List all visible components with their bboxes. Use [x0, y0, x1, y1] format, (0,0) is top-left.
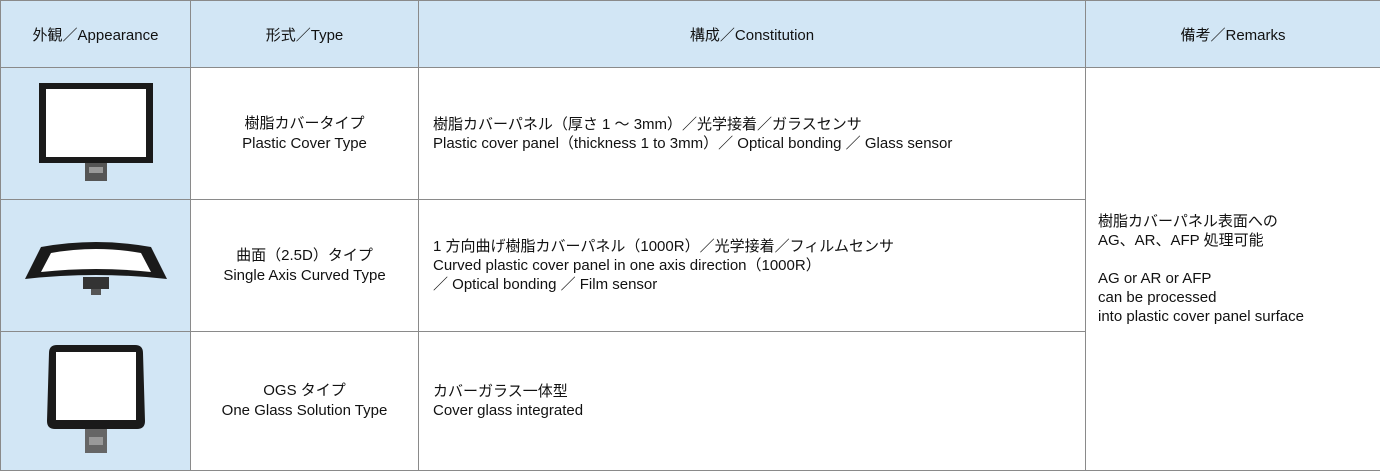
- panel-image: [46, 344, 145, 453]
- text: OGS タイプ: [263, 382, 346, 399]
- header-cell: 構成／Constitution: [418, 0, 1086, 68]
- constitution-cell: カバーガラス一体型 Cover glass integrated: [418, 331, 1086, 471]
- header-cell: 備考／Remarks: [1085, 0, 1380, 68]
- text: Curved plastic cover panel in one axis d…: [433, 257, 821, 274]
- constitution-cell: 1 方向曲げ樹脂カバーパネル（1000R）／光学接着／フィルムセンサ Curved…: [418, 199, 1086, 332]
- text: into plastic cover panel surface: [1098, 308, 1304, 325]
- panel-image: [24, 241, 167, 295]
- text: Plastic cover panel（thickness 1 to 3mm）／…: [433, 134, 953, 152]
- text: Plastic Cover Type: [242, 134, 367, 152]
- type-cell: 曲面（2.5D）タイプ Single Axis Curved Type: [190, 199, 419, 332]
- panel-image: [38, 82, 153, 181]
- text: One Glass Solution Type: [221, 402, 388, 419]
- remarks-cell: 樹脂カバーパネル表面への AG、AR、AFP 処理可能 AG or AR or …: [1085, 67, 1380, 471]
- text: 樹脂カバータイプ: [244, 114, 365, 132]
- text: AG、AR、AFP 処理可能: [1098, 232, 1264, 249]
- appearance-cell: [0, 331, 191, 471]
- header-row: 外観／Appearance 形式／Type 構成／Constitution 備考…: [0, 0, 1380, 68]
- text: 樹脂カバーパネル（厚さ 1 ～ 3mm）／光学接着／ガラスセンサ: [433, 115, 862, 133]
- header-cell: 形式／Type: [190, 0, 419, 68]
- row: OGS タイプ One Glass Solution Type カバーガラス一体型…: [0, 331, 1380, 471]
- text: can be processed: [1098, 289, 1217, 306]
- text: Single Axis Curved Type: [223, 266, 386, 284]
- appearance-cell: [0, 199, 191, 332]
- text: カバーガラス一体型: [433, 383, 568, 400]
- text: 1 方向曲げ樹脂カバーパネル（1000R）／光学接着／フィルムセンサ: [433, 238, 894, 255]
- text: ／ Optical bonding ／ Film sensor: [433, 276, 658, 293]
- text: AG or AR or AFP: [1098, 270, 1212, 287]
- header-cell: 外観／Appearance: [0, 0, 191, 68]
- constitution-cell: 樹脂カバーパネル（厚さ 1 ～ 3mm）／光学接着／ガラスセンサ Plastic …: [418, 67, 1086, 200]
- type-cell: 樹脂カバータイプ Plastic Cover Type: [190, 67, 419, 200]
- text: 曲面（2.5D）タイプ: [236, 246, 373, 264]
- row: 曲面（2.5D）タイプ Single Axis Curved Type 1 方向曲…: [0, 199, 1380, 332]
- text: 樹脂カバーパネル表面への: [1098, 213, 1278, 230]
- row: 樹脂カバータイプ Plastic Cover Type 樹脂カバーパネル（厚さ 1…: [0, 67, 1380, 471]
- text: Cover glass integrated: [433, 402, 584, 419]
- type-cell: OGS タイプ One Glass Solution Type: [190, 331, 419, 471]
- appearance-cell: [0, 67, 191, 200]
